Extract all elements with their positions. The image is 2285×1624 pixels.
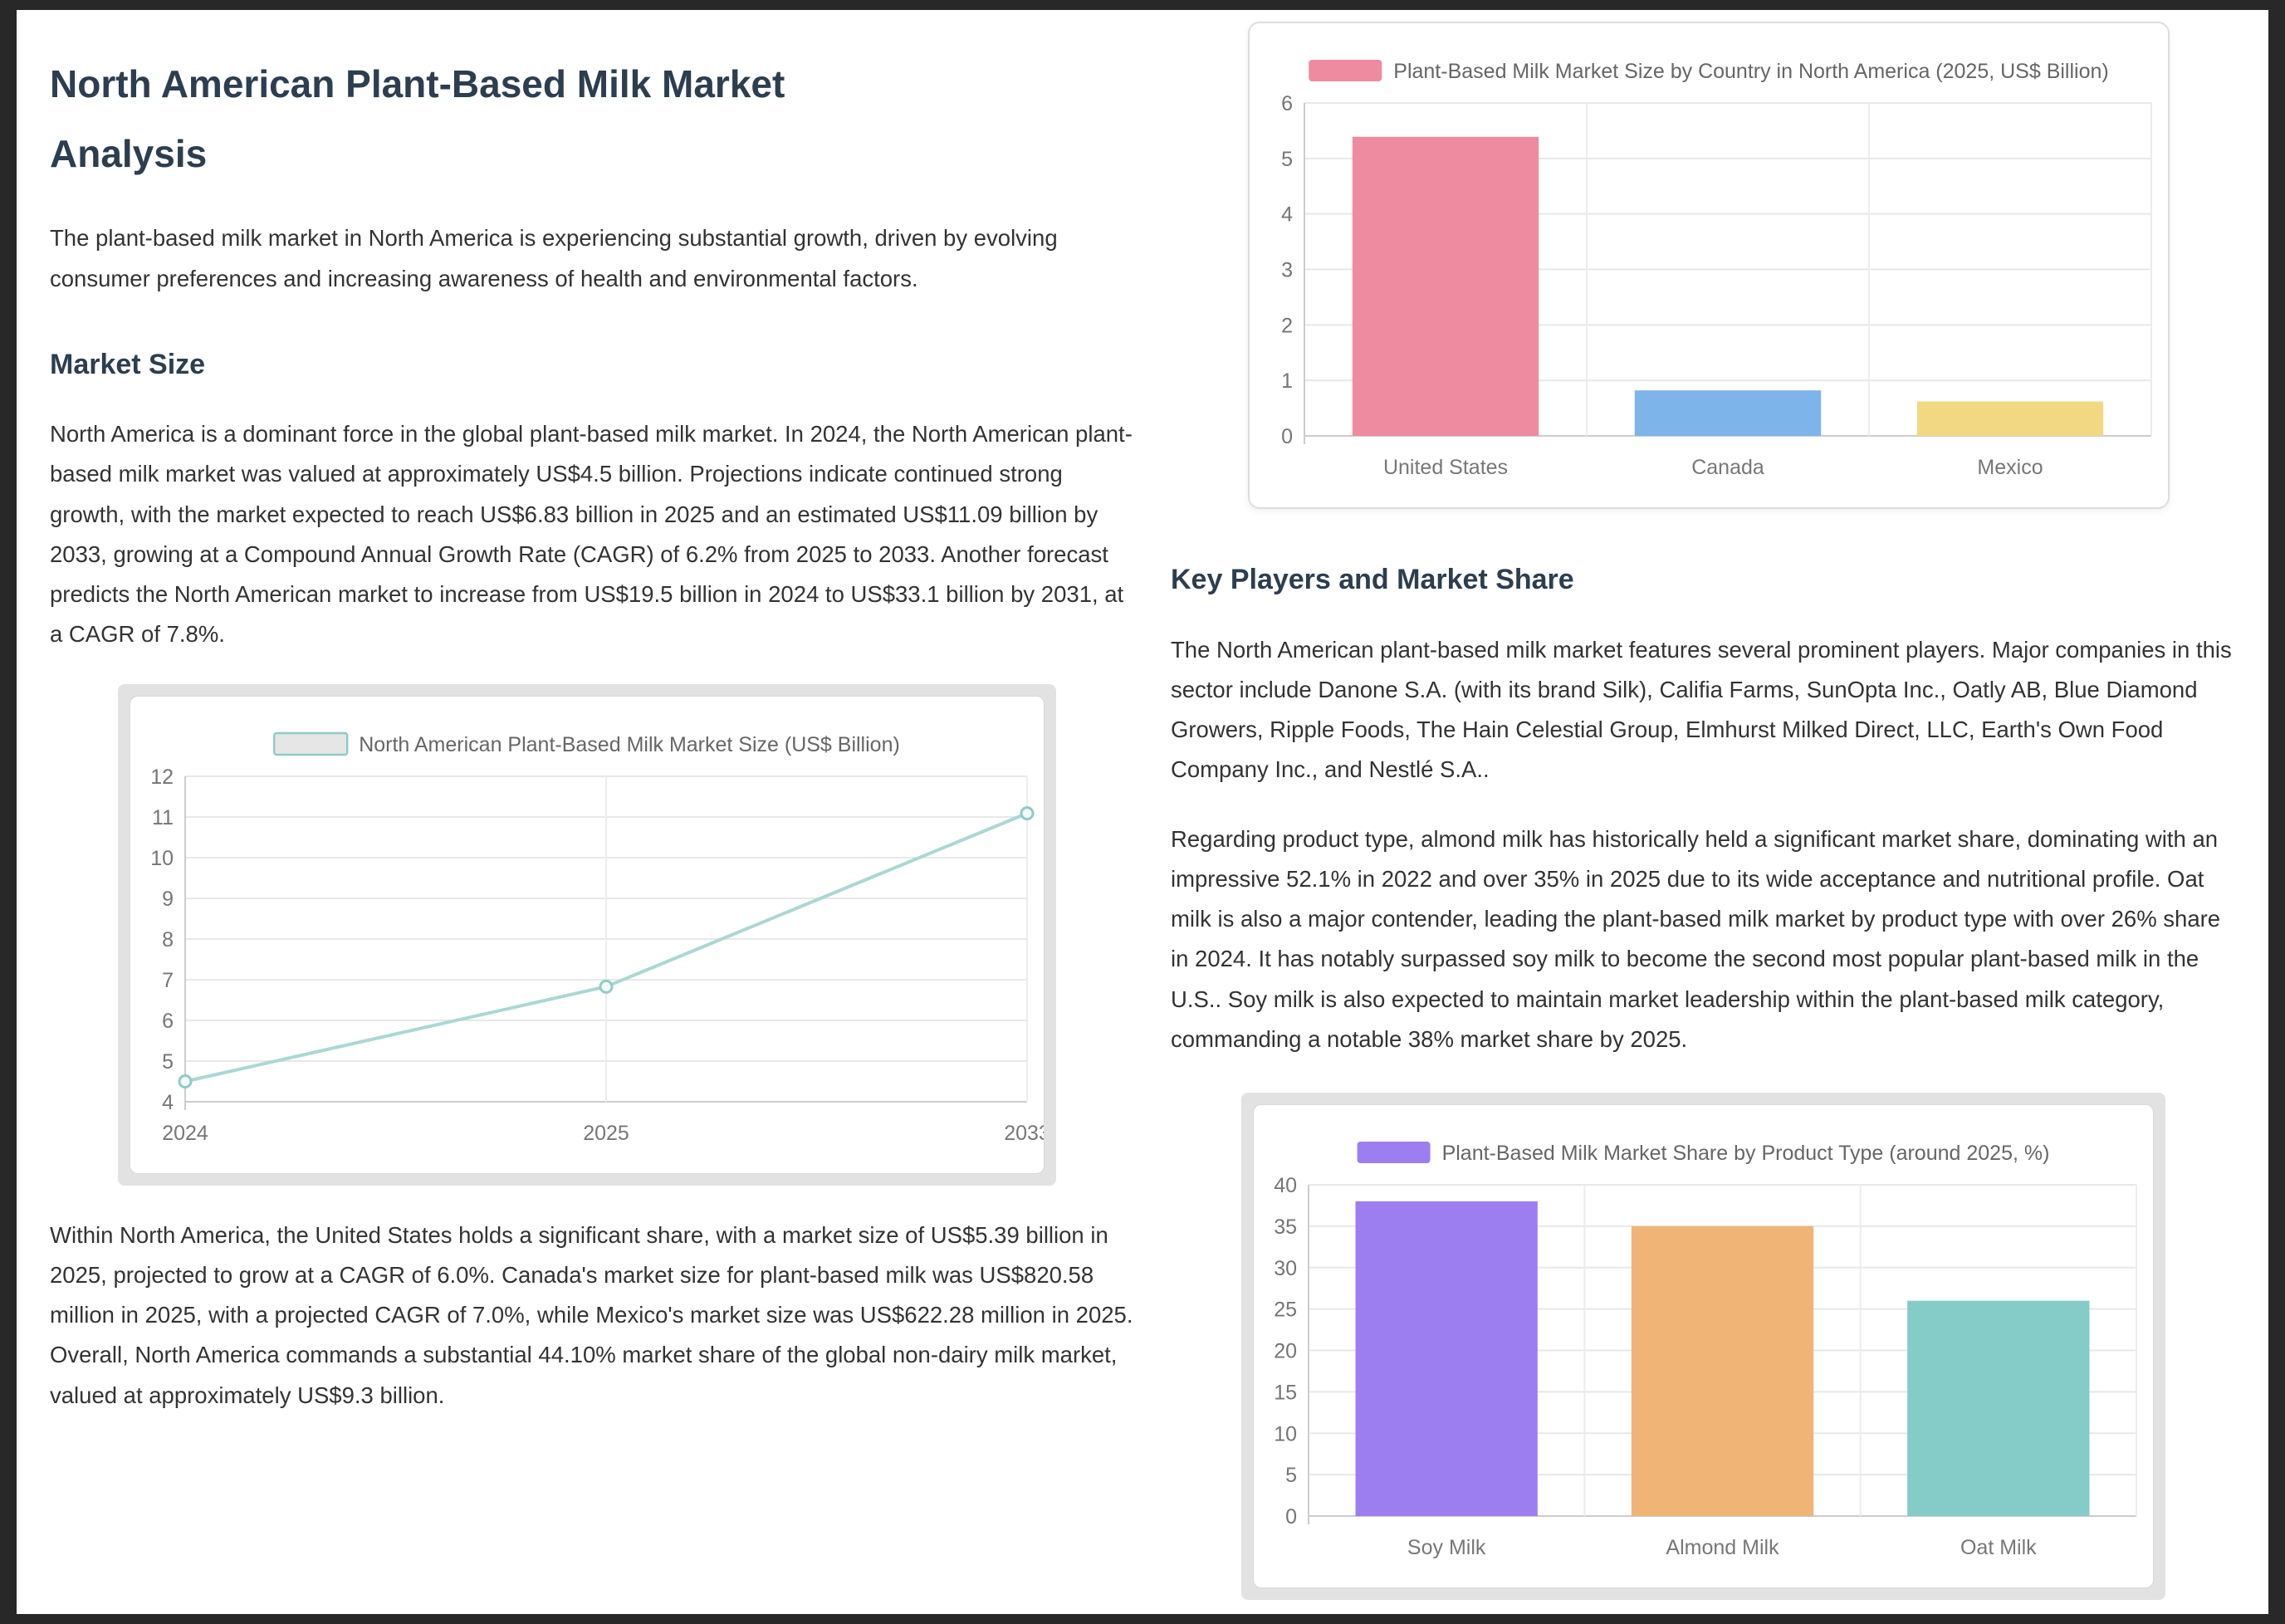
content-columns: North American Plant-Based Milk Market A… xyxy=(17,10,2268,1600)
product-share-chart-card: 0 5 10 15 20 25 30 35 40 Soy Milk Almond Milk Oat M… xyxy=(1253,1103,2154,1588)
market-size-chart-card: 4 5 6 7 8 9 10 11 12 2024 2025 2033 North American P… xyxy=(130,696,1045,1175)
page-container: North American Plant-Based Milk Market A… xyxy=(17,10,2268,1614)
svg-text:4: 4 xyxy=(162,1091,174,1114)
svg-text:30: 30 xyxy=(1274,1257,1297,1280)
svg-text:10: 10 xyxy=(1274,1422,1297,1445)
market-size-paragraph-2: Within North America, the United States … xyxy=(50,1222,1133,1408)
product-share-bar-chart: 0 5 10 15 20 25 30 35 40 Soy Milk Almond Milk Oat M… xyxy=(1274,1141,2137,1559)
svg-text:2025: 2025 xyxy=(583,1122,629,1145)
key-players-heading: Key Players and Market Share xyxy=(1171,564,1574,595)
market-size-line-chart: 4 5 6 7 8 9 10 11 12 2024 2025 2033 North American P… xyxy=(150,731,1044,1145)
svg-text:2033: 2033 xyxy=(1004,1122,1044,1145)
product-share-chart-frame: 0 5 10 15 20 25 30 35 40 Soy Milk Almond Milk Oat M… xyxy=(1241,1092,2165,1600)
market-size-heading: Market Size xyxy=(50,348,206,380)
svg-text:5: 5 xyxy=(162,1050,174,1074)
svg-text:Oat Milk: Oat Milk xyxy=(1960,1536,2037,1559)
svg-text:8: 8 xyxy=(162,928,174,951)
svg-text:11: 11 xyxy=(152,806,174,829)
svg-text:0: 0 xyxy=(1285,1505,1297,1529)
svg-text:12: 12 xyxy=(150,766,174,789)
svg-text:Soy Milk: Soy Milk xyxy=(1407,1536,1486,1559)
svg-text:6: 6 xyxy=(1281,92,1293,115)
intro-paragraph: The plant-based milk market in North Ame… xyxy=(50,225,1058,291)
svg-text:10: 10 xyxy=(150,847,174,870)
svg-text:Almond Milk: Almond Milk xyxy=(1666,1536,1779,1559)
left-column: North American Plant-Based Milk Market A… xyxy=(50,10,1138,1600)
svg-text:2: 2 xyxy=(1281,314,1293,337)
key-players-paragraph-2: Regarding product type, almond milk has … xyxy=(1171,826,2221,1052)
svg-text:5: 5 xyxy=(1285,1464,1297,1487)
svg-text:4: 4 xyxy=(1281,203,1293,227)
svg-text:North American Plant-Based Mil: North American Plant-Based Milk Market S… xyxy=(359,733,900,756)
svg-text:35: 35 xyxy=(1274,1216,1297,1239)
country-market-size-chart-card: 0 1 2 3 4 5 6 United States Canada Mexico Plant-Ba… xyxy=(1248,22,2170,509)
svg-text:7: 7 xyxy=(162,969,174,992)
svg-text:9: 9 xyxy=(162,888,174,911)
svg-text:Mexico: Mexico xyxy=(1977,456,2043,479)
svg-text:Canada: Canada xyxy=(1691,456,1764,479)
page-title: North American Plant-Based Milk Market A… xyxy=(50,62,785,175)
svg-text:25: 25 xyxy=(1274,1298,1297,1321)
market-size-chart-frame: 4 5 6 7 8 9 10 11 12 2024 2025 2033 North American P… xyxy=(118,684,1056,1186)
svg-text:40: 40 xyxy=(1274,1174,1297,1197)
svg-text:United States: United States xyxy=(1383,456,1508,479)
svg-text:Plant-Based Milk Market Share: Plant-Based Milk Market Share by Product… xyxy=(1442,1142,2050,1165)
svg-text:5: 5 xyxy=(1281,148,1293,171)
svg-text:1: 1 xyxy=(1281,369,1293,393)
svg-text:15: 15 xyxy=(1274,1381,1297,1404)
key-players-paragraph-1: The North American plant-based milk mark… xyxy=(1171,636,2232,782)
right-column: 0 1 2 3 4 5 6 United States Canada Mexico Plant-Ba… xyxy=(1171,10,2235,1600)
svg-text:20: 20 xyxy=(1274,1339,1297,1362)
svg-text:3: 3 xyxy=(1281,259,1293,282)
country-market-size-bar-chart: 0 1 2 3 4 5 6 United States Canada Mexico Plant-Ba… xyxy=(1281,60,2152,479)
chart-legend: North American Plant-Based Milk Market S… xyxy=(272,731,900,756)
svg-text:6: 6 xyxy=(162,1010,174,1033)
chart-legend: Plant-Based Milk Market Share by Product… xyxy=(1357,1141,2050,1165)
svg-text:Plant-Based Milk Market Size b: Plant-Based Milk Market Size by Country … xyxy=(1393,60,2108,83)
svg-text:0: 0 xyxy=(1281,425,1293,448)
svg-text:2024: 2024 xyxy=(162,1122,208,1145)
market-size-paragraph-1: North America is a dominant force in the… xyxy=(50,421,1133,647)
chart-legend: Plant-Based Milk Market Size by Country … xyxy=(1309,60,2109,83)
